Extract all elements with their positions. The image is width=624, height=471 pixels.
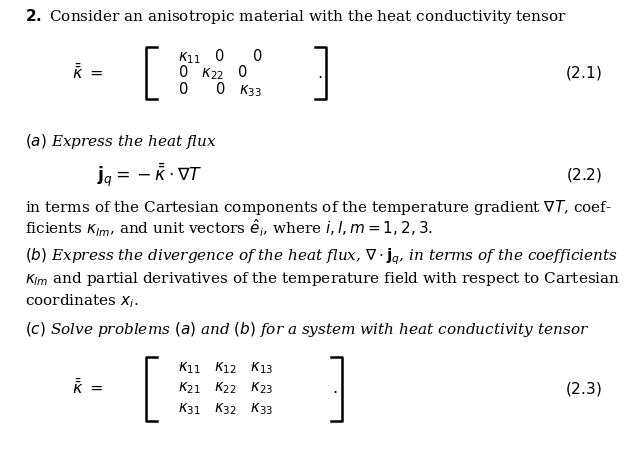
Text: $0 \qquad 0 \quad \kappa_{33}$: $0 \qquad 0 \quad \kappa_{33}$ [178,80,262,99]
Text: $(b)$ Express the divergence of the heat flux, $\nabla \cdot \mathbf{j}_q$, in t: $(b)$ Express the divergence of the heat… [25,246,618,267]
Text: $\kappa_{11} \quad \kappa_{12} \quad \kappa_{13}$: $\kappa_{11} \quad \kappa_{12} \quad \ka… [178,360,273,376]
Text: $\mathbf{2.}$ Consider an anisotropic material with the heat conductivity tensor: $\mathbf{2.}$ Consider an anisotropic ma… [25,7,567,26]
Text: $\mathbf{j}_q = -\bar{\bar{\kappa}} \cdot \nabla T$: $\mathbf{j}_q = -\bar{\bar{\kappa}} \cdo… [97,162,202,189]
Text: $(2.2)$: $(2.2)$ [566,166,602,184]
Text: $\kappa_{lm}$ and partial derivatives of the temperature field with respect to C: $\kappa_{lm}$ and partial derivatives of… [25,270,620,288]
Text: $(2.1)$: $(2.1)$ [565,64,602,82]
Text: $.$: $.$ [332,380,338,397]
Text: $\kappa_{31} \quad \kappa_{32} \quad \kappa_{33}$: $\kappa_{31} \quad \kappa_{32} \quad \ka… [178,401,273,417]
Text: ficients $\kappa_{lm}$, and unit vectors $\hat{e}_i$, where $i, l, m = 1, 2, 3$.: ficients $\kappa_{lm}$, and unit vectors… [25,218,433,239]
Text: $.$: $.$ [317,65,323,81]
Text: $\kappa_{21} \quad \kappa_{22} \quad \kappa_{23}$: $\kappa_{21} \quad \kappa_{22} \quad \ka… [178,381,273,397]
Text: coordinates $x_i$.: coordinates $x_i$. [25,292,139,310]
Text: $(a)$ Express the heat flux: $(a)$ Express the heat flux [25,132,217,151]
Text: $\kappa_{11} \quad 0 \qquad 0$: $\kappa_{11} \quad 0 \qquad 0$ [178,47,262,66]
Text: in terms of the Cartesian components of the temperature gradient $\nabla T$, coe: in terms of the Cartesian components of … [25,198,612,217]
Text: $\bar{\bar{\kappa}}\ =$: $\bar{\bar{\kappa}}\ =$ [72,63,103,83]
Text: $\bar{\bar{\kappa}}\ =$: $\bar{\bar{\kappa}}\ =$ [72,379,103,398]
Text: $0 \quad \kappa_{22} \quad 0$: $0 \quad \kappa_{22} \quad 0$ [178,64,248,82]
Text: $(c)$ Solve problems $(a)$ and $(b)$ for a system with heat conductivity tensor: $(c)$ Solve problems $(a)$ and $(b)$ for… [25,320,589,339]
Text: $(2.3)$: $(2.3)$ [565,380,602,398]
